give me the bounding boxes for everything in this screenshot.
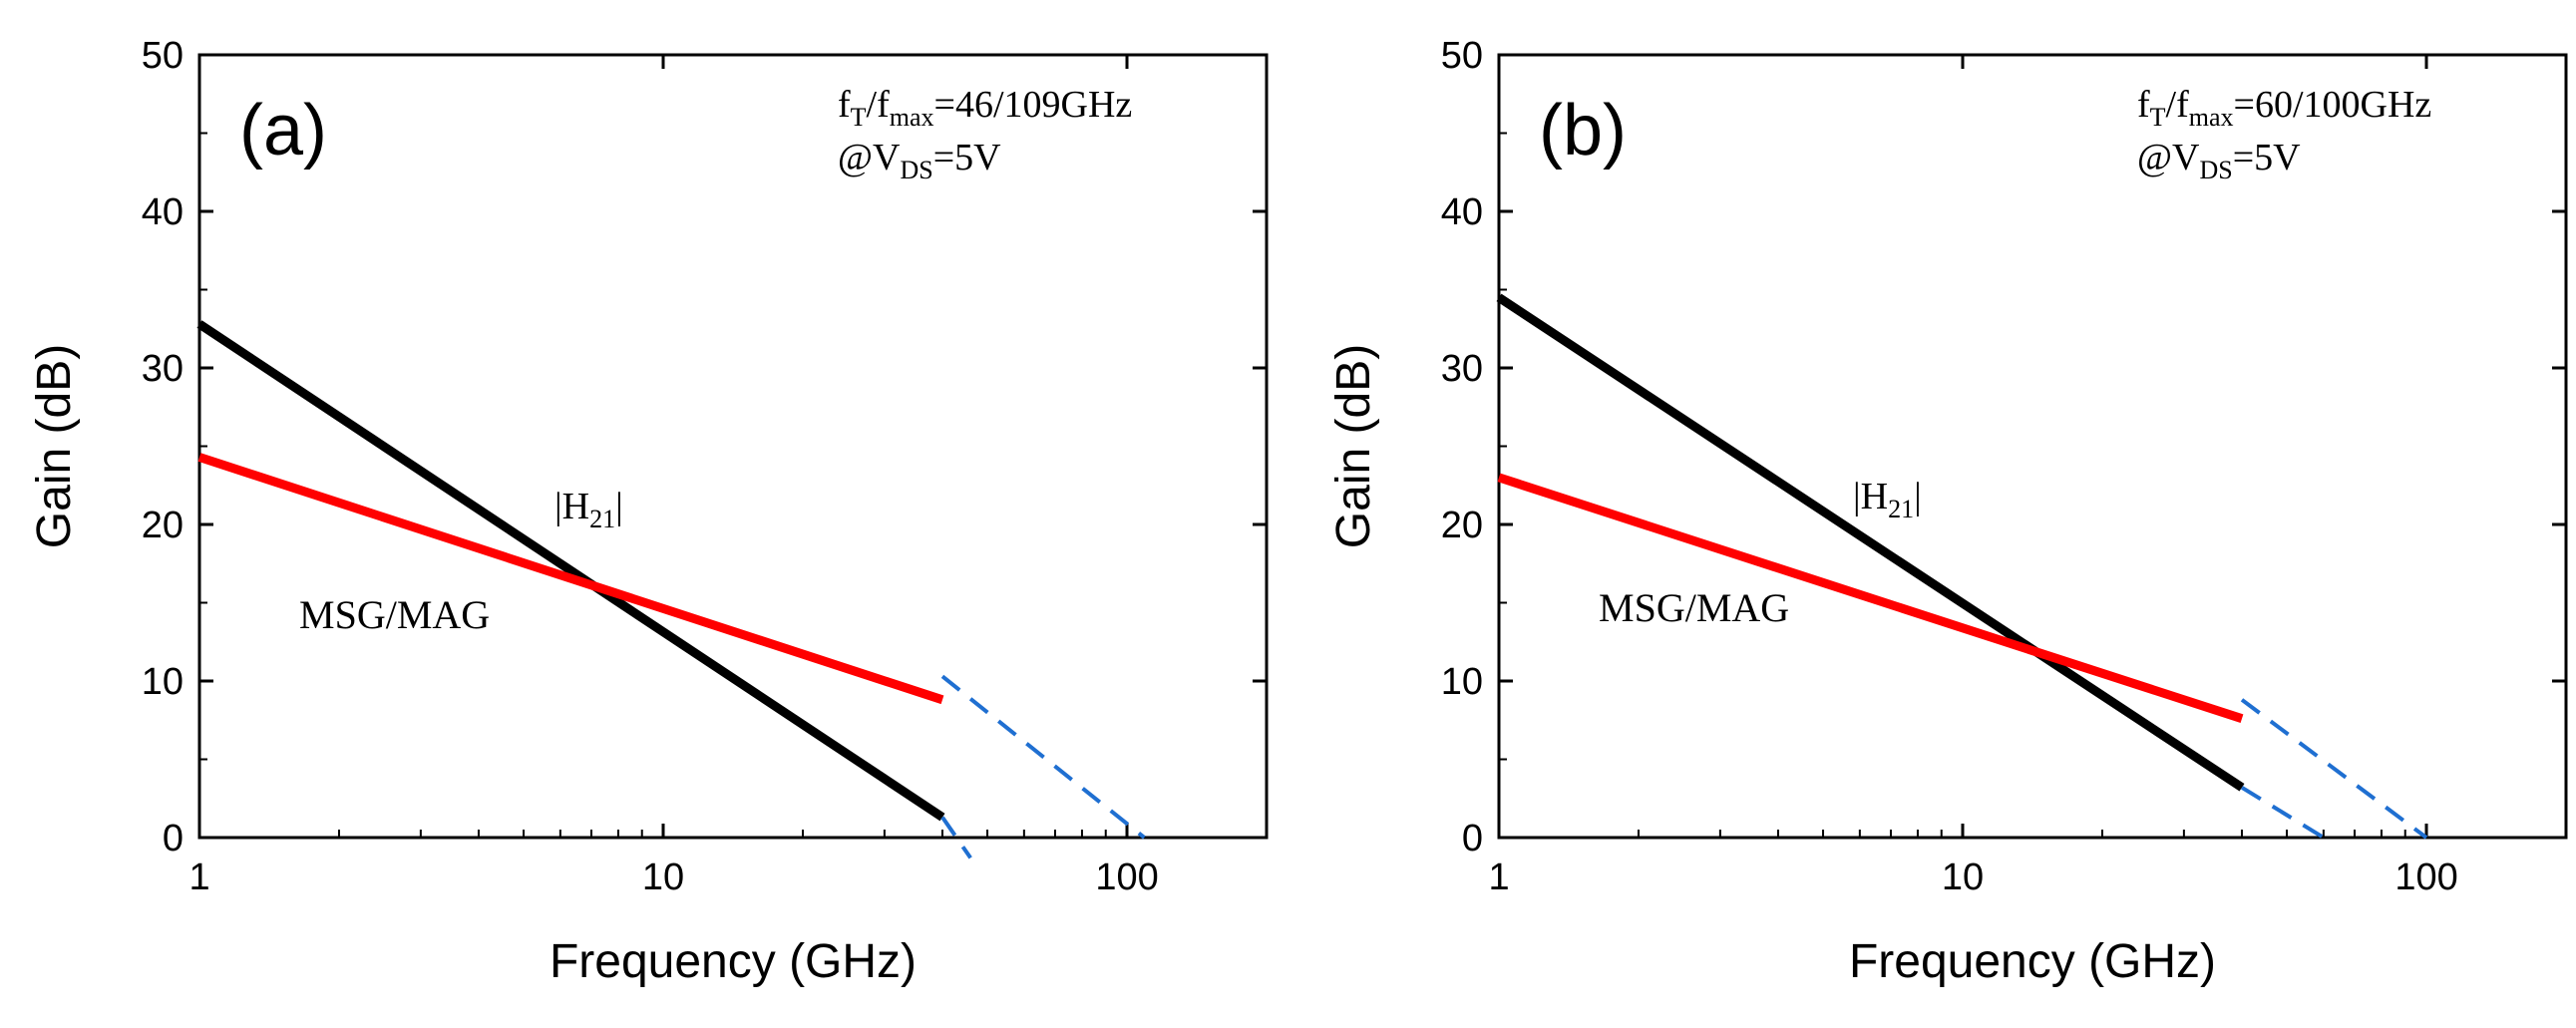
x-tick-label: 1 (188, 857, 209, 898)
h21-label: |H21| (554, 486, 623, 533)
y-tick-label: 20 (142, 505, 184, 546)
series-line (940, 674, 1146, 840)
y-tick-label: 50 (1441, 35, 1483, 77)
series-line (2240, 786, 2325, 840)
panel-label: (a) (239, 91, 327, 171)
annotation-ft-fmax: fT/fmax=46/109GHz (838, 84, 1132, 132)
h21-label: |H21| (1853, 476, 1922, 523)
x-tick-label: 10 (1942, 857, 1984, 898)
series-line (2240, 698, 2428, 840)
axis-ticks: 0 10 20 30 40 50 1 10 100 Frequency (GHz) Gain (dB… (1327, 35, 2567, 988)
series-line (1496, 293, 2245, 792)
x-axis-title: Frequency (GHz) (550, 935, 917, 988)
chart-panel-b: 0 10 20 30 40 50 1 10 100 Frequency (GHz) Gain (dB… (1327, 35, 2568, 988)
x-tick-label: 100 (1095, 857, 1158, 898)
x-tick-label: 100 (2394, 857, 2457, 898)
annotation-vds: @VDS=5V (838, 137, 1001, 184)
y-tick-label: 10 (1441, 661, 1483, 703)
chart-panel-a: 0 10 20 30 40 50 1 10 100 Frequency (GHz) Gain (dB… (28, 35, 1269, 988)
annotation-vds: @VDS=5V (2137, 137, 2301, 184)
y-tick-label: 0 (1462, 818, 1483, 859)
series-group (1496, 293, 2428, 840)
x-axis-title: Frequency (GHz) (1849, 935, 2216, 988)
axis-ticks: 0 10 20 30 40 50 1 10 100 Frequency (GHz) Gain (dB… (28, 35, 1268, 988)
y-axis-title: Gain (dB) (1327, 344, 1380, 548)
series-line (197, 453, 944, 705)
y-tick-label: 40 (1441, 191, 1483, 233)
y-tick-label: 40 (142, 191, 184, 233)
x-tick-label: 1 (1488, 857, 1509, 898)
msg-mag-label: MSG/MAG (299, 592, 490, 637)
y-tick-label: 50 (142, 35, 184, 77)
series-group (196, 320, 1146, 859)
panel-label: (b) (1539, 91, 1627, 171)
annotation-ft-fmax: fT/fmax=60/100GHz (2137, 84, 2431, 132)
series-line (196, 320, 945, 822)
msg-mag-label: MSG/MAG (1599, 585, 1789, 630)
y-tick-label: 30 (142, 348, 184, 390)
y-tick-label: 20 (1441, 505, 1483, 546)
series-line (940, 816, 972, 859)
plot-frame (1497, 53, 2568, 840)
series-line (1497, 473, 2244, 723)
y-axis-title: Gain (dB) (28, 344, 81, 548)
x-tick-label: 10 (642, 857, 684, 898)
y-tick-label: 10 (142, 661, 184, 703)
y-tick-label: 0 (163, 818, 184, 859)
plot-frame (197, 53, 1269, 840)
y-tick-label: 30 (1441, 348, 1483, 390)
